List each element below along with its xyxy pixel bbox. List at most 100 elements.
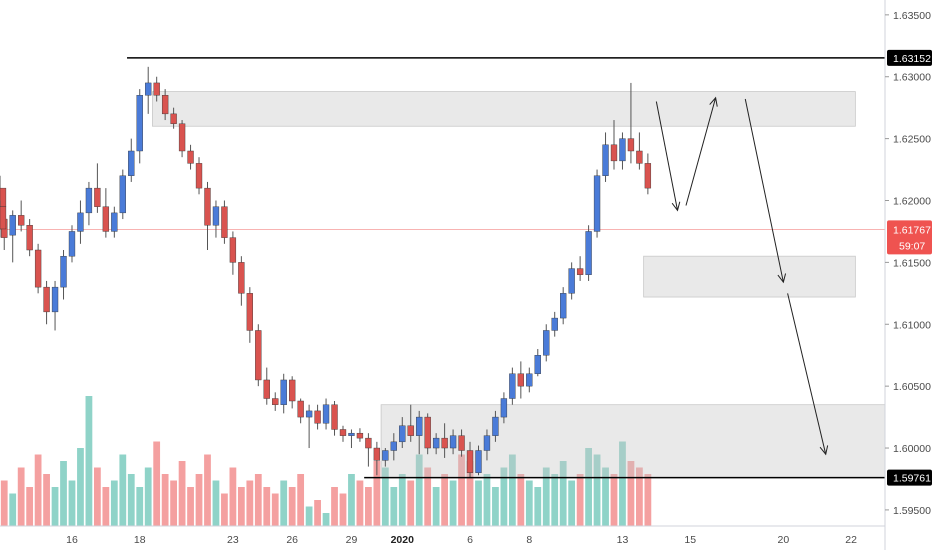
volume-bar	[221, 493, 228, 526]
candle-up	[534, 355, 541, 374]
candle-down	[441, 437, 448, 449]
projection-arrow-line	[685, 97, 717, 206]
price-tick-label: 1.63500	[893, 10, 931, 22]
candle-down	[246, 293, 253, 331]
candle-down	[314, 410, 321, 424]
volume-bar	[365, 487, 372, 526]
volume-bar	[297, 474, 305, 526]
candle-up	[51, 286, 59, 313]
price-tick-label: 1.62500	[893, 134, 931, 146]
candle-down	[610, 144, 618, 162]
candle-down	[0, 187, 7, 207]
price-tick-label: 1.60500	[893, 381, 931, 393]
projection-arrow-line	[744, 98, 784, 283]
volume-bar	[458, 454, 465, 526]
price-tick-label: 1.60000	[893, 443, 931, 455]
time-tick-label: 23	[227, 534, 239, 546]
volume-bar	[322, 513, 330, 526]
candle-up	[500, 398, 508, 418]
time-tick-label: 29	[346, 534, 358, 546]
arrow-head-icon	[671, 201, 681, 212]
volume-bar	[585, 448, 592, 526]
price-tick-label: 1.61500	[893, 257, 931, 269]
candle-up	[390, 441, 397, 451]
volume-bar	[0, 480, 8, 526]
volume-bar	[161, 474, 169, 526]
supply-demand-zone	[152, 91, 856, 127]
current-price-label: 1.61767	[893, 224, 931, 236]
candle-down	[458, 435, 465, 451]
volume-bar	[644, 474, 652, 526]
volume-layer	[0, 396, 652, 526]
candle-down	[289, 379, 296, 402]
volume-bar	[229, 467, 237, 526]
candle-up	[449, 435, 457, 449]
candle-down	[297, 400, 304, 418]
volume-bar	[34, 454, 42, 526]
candle-down	[331, 404, 338, 430]
candle-up	[60, 255, 67, 288]
volume-bar	[178, 461, 186, 526]
price-tick-label: 1.62000	[893, 195, 931, 207]
volume-bar	[68, 480, 76, 526]
volume-bar	[271, 493, 279, 526]
volume-bar	[610, 474, 618, 526]
time-axis[interactable]: 16 18 23 26 29 2020 6 8 13 15 20 22	[66, 534, 857, 546]
candle-up	[145, 82, 152, 96]
volume-bar	[314, 500, 321, 526]
volume-bar	[246, 480, 254, 526]
volume-bar	[576, 474, 584, 526]
volume-bar	[17, 467, 25, 526]
price-tick-label: 1.59500	[893, 505, 931, 517]
candle-up	[619, 138, 626, 162]
candle-down	[161, 95, 169, 115]
candle-up	[85, 187, 93, 214]
volume-bar	[390, 487, 398, 526]
candle-up	[77, 212, 84, 232]
candle-down	[43, 286, 50, 313]
candle-down	[221, 206, 228, 238]
volume-bar	[559, 461, 567, 526]
candle-down	[339, 429, 347, 436]
candle-down	[195, 163, 203, 189]
candle-up	[280, 379, 287, 405]
candle-up	[119, 175, 126, 214]
volume-bar	[237, 487, 245, 526]
time-tick-label: 18	[134, 534, 146, 546]
level-price-tag-label: 1.59761	[893, 473, 931, 485]
arrow-head-icon	[819, 445, 829, 456]
volume-bar	[381, 467, 389, 526]
candle-down	[466, 450, 474, 473]
volume-bar	[212, 480, 220, 526]
volume-bar	[373, 461, 381, 526]
candle-up	[212, 206, 220, 226]
volume-bar	[187, 487, 194, 526]
volume-bar	[441, 474, 449, 526]
level-price-tag	[887, 49, 932, 66]
candle-down	[153, 82, 160, 96]
volume-bar	[398, 474, 406, 526]
time-tick-label: 26	[286, 534, 298, 546]
volume-bar	[204, 454, 211, 526]
candle-down	[356, 432, 364, 439]
candle-down	[34, 249, 42, 288]
candle-up	[602, 144, 609, 176]
candle-down	[94, 187, 101, 207]
price-axis[interactable]: 1.63500 1.63000 1.62500 1.62000 1.61500 1.610…	[885, 10, 931, 517]
candle-down	[644, 163, 652, 189]
candle-up	[322, 404, 330, 424]
candle-up	[475, 450, 482, 473]
time-tick-label: 22	[845, 534, 857, 546]
candle-up	[568, 268, 575, 294]
time-tick-label: 2020	[391, 534, 415, 546]
candle-up	[492, 416, 499, 436]
volume-bar	[144, 467, 152, 526]
candle-down	[0, 206, 7, 230]
level-price-tag	[887, 469, 932, 486]
price-tick-label: 1.61000	[893, 319, 931, 331]
volume-bar	[102, 487, 110, 526]
candle-down	[204, 187, 211, 226]
candle-down	[517, 373, 525, 387]
